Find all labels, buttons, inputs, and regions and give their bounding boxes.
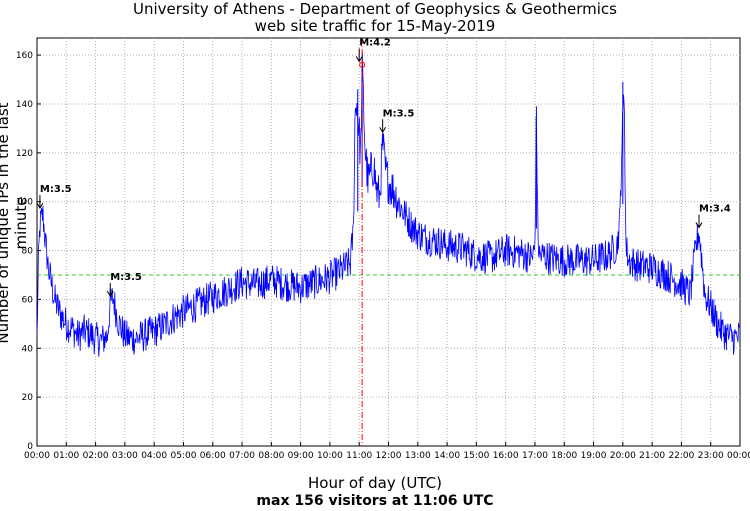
annotation-arrowhead bbox=[379, 127, 387, 134]
annotation-label: M:3.5 bbox=[110, 272, 142, 283]
x-tick-label: 22:00 bbox=[668, 451, 694, 461]
y-tick-label: 60 bbox=[22, 295, 34, 305]
x-tick-label: 09:00 bbox=[288, 451, 314, 461]
x-tick-label: 19:00 bbox=[581, 451, 607, 461]
annotation-label: M:3.4 bbox=[699, 204, 731, 215]
x-tick-label: 17:00 bbox=[522, 451, 548, 461]
chart-title: University of Athens - Department of Geo… bbox=[133, 0, 617, 18]
x-tick-label: 18:00 bbox=[551, 451, 577, 461]
x-tick-label: 00:00 bbox=[727, 451, 750, 461]
y-tick-label: 100 bbox=[16, 198, 33, 208]
annotation-label: M:4.2 bbox=[359, 37, 391, 48]
chart-plot: 00:00 01:00 02:00 03:00 04:00 05:00 06:00 07:00… bbox=[16, 37, 750, 461]
max-value-marker bbox=[359, 61, 366, 68]
chart-subtitle: web site traffic for 15-May-2019 bbox=[254, 17, 496, 35]
max-visitors-note: max 156 visitors at 11:06 UTC bbox=[256, 493, 494, 509]
annotation-label: M:3.5 bbox=[383, 108, 415, 119]
annotation-arrowhead bbox=[106, 290, 114, 297]
x-tick-label: 23:00 bbox=[698, 451, 724, 461]
y-tick-label: 40 bbox=[22, 344, 34, 354]
annotation-arrowhead bbox=[36, 202, 44, 209]
y-tick-label: 20 bbox=[22, 393, 34, 403]
x-tick-label: 20:00 bbox=[610, 451, 636, 461]
x-tick-label: 10:00 bbox=[317, 451, 343, 461]
x-tick-label: 01:00 bbox=[53, 451, 79, 461]
x-tick-label: 04:00 bbox=[141, 451, 167, 461]
x-tick-label: 21:00 bbox=[639, 451, 665, 461]
x-tick-label: 14:00 bbox=[434, 451, 460, 461]
annotation-arrowhead bbox=[695, 222, 703, 229]
x-tick-label: 00:00 bbox=[24, 451, 50, 461]
x-tick-label: 16:00 bbox=[493, 451, 519, 461]
y-tick-label: 140 bbox=[16, 100, 33, 110]
x-axis-label: Hour of day (UTC) bbox=[308, 474, 442, 492]
annotation-label: M:3.5 bbox=[40, 184, 72, 195]
x-tick-label: 13:00 bbox=[405, 451, 431, 461]
x-tick-label: 03:00 bbox=[112, 451, 138, 461]
x-tick-label: 12:00 bbox=[376, 451, 402, 461]
x-tick-label: 08:00 bbox=[258, 451, 284, 461]
x-tick-label: 07:00 bbox=[229, 451, 255, 461]
y-tick-label: 120 bbox=[16, 149, 33, 159]
y-tick-label: 0 bbox=[27, 442, 33, 452]
x-tick-label: 02:00 bbox=[83, 451, 109, 461]
x-tick-label: 05:00 bbox=[170, 451, 196, 461]
y-tick-label: 160 bbox=[16, 51, 33, 61]
x-tick-label: 06:00 bbox=[200, 451, 226, 461]
x-tick-label: 15:00 bbox=[463, 451, 489, 461]
annotation-arrowhead bbox=[355, 56, 363, 63]
x-tick-label: 11:00 bbox=[346, 451, 372, 461]
y-tick-label: 80 bbox=[22, 247, 34, 257]
